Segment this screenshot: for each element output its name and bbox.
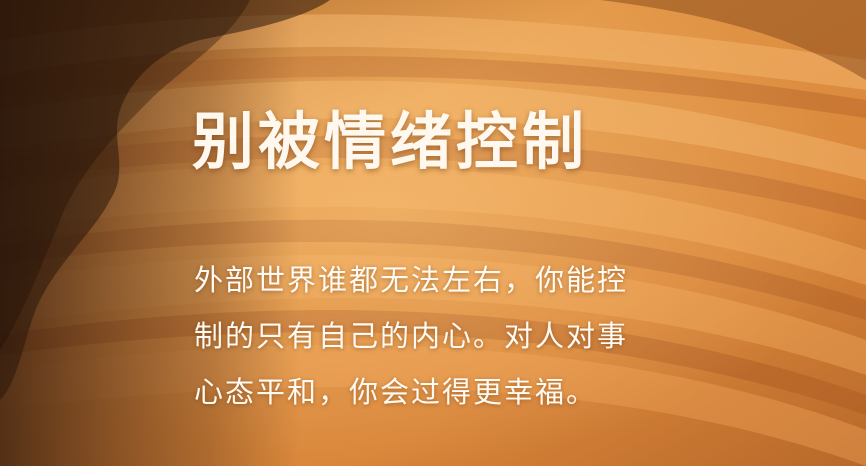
poster-body-text: 外部世界谁都无法左右，你能控 制的只有自己的内心。对人对事 心态平和，你会过得更… bbox=[194, 252, 628, 420]
body-line: 制的只有自己的内心。对人对事 bbox=[194, 319, 629, 353]
body-line: 外部世界谁都无法左右，你能控 bbox=[194, 263, 629, 297]
poster-title: 别被情绪控制 bbox=[192, 105, 589, 178]
body-line: 心态平和，你会过得更幸福。 bbox=[194, 375, 598, 409]
